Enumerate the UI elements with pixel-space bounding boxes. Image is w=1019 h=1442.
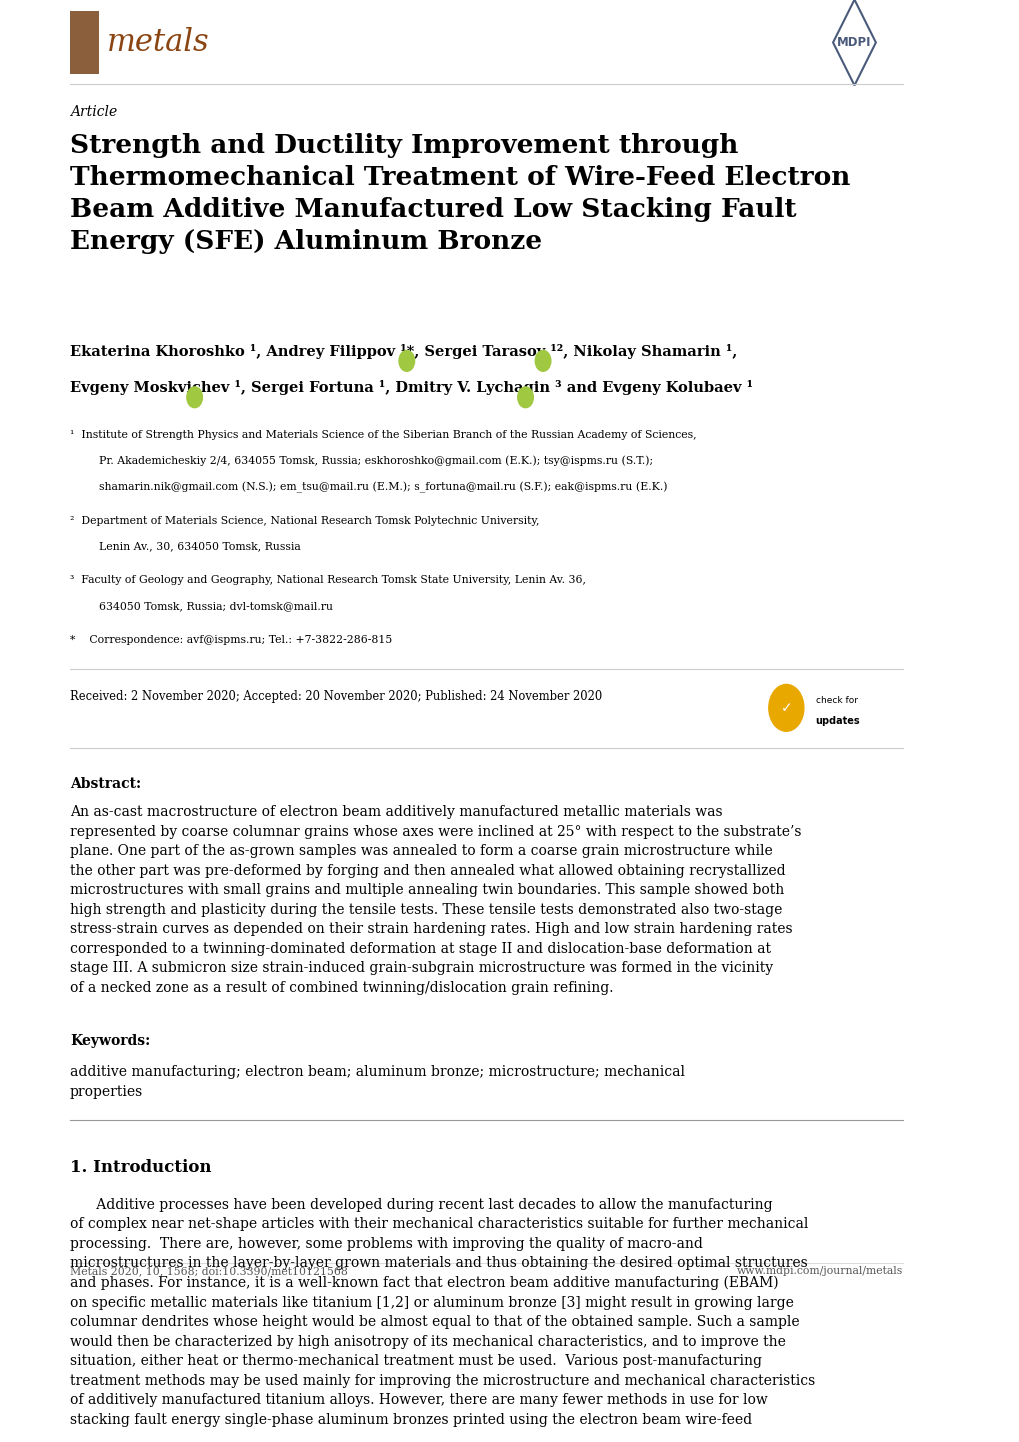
Circle shape [398,350,414,371]
Circle shape [518,386,533,408]
Text: additive manufacturing; electron beam; aluminum bronze; microstructure; mechanic: additive manufacturing; electron beam; a… [70,1066,685,1099]
Text: *    Correspondence: avf@ispms.ru; Tel.: +7-3822-286-815: * Correspondence: avf@ispms.ru; Tel.: +7… [70,634,392,645]
Text: shamarin.nik@gmail.com (N.S.); em_tsu@mail.ru (E.M.); s_fortuna@mail.ru (S.F.); : shamarin.nik@gmail.com (N.S.); em_tsu@ma… [99,482,667,493]
Text: Lenin Av., 30, 634050 Tomsk, Russia: Lenin Av., 30, 634050 Tomsk, Russia [99,542,301,551]
Text: Ekaterina Khoroshko ¹, Andrey Filippov ¹*, Sergei Tarasov ¹², Nikolay Shamarin ¹: Ekaterina Khoroshko ¹, Andrey Filippov ¹… [70,345,737,359]
Text: check for: check for [815,695,857,705]
Text: MDPI: MDPI [837,36,871,49]
Text: metals: metals [107,27,210,58]
Text: 1. Introduction: 1. Introduction [70,1159,211,1175]
Text: Strength and Ductility Improvement through
Thermomechanical Treatment of Wire-Fe: Strength and Ductility Improvement throu… [70,134,850,254]
Text: Abstract:: Abstract: [70,777,141,790]
Text: 634050 Tomsk, Russia; dvl-tomsk@mail.ru: 634050 Tomsk, Russia; dvl-tomsk@mail.ru [99,601,333,611]
Text: ✓: ✓ [780,701,792,715]
Text: Additive processes have been developed during recent last decades to allow the m: Additive processes have been developed d… [70,1198,814,1428]
Text: Keywords:: Keywords: [70,1034,150,1048]
Text: Article: Article [70,105,117,118]
Text: ¹  Institute of Strength Physics and Materials Science of the Siberian Branch of: ¹ Institute of Strength Physics and Mate… [70,430,696,440]
Text: An as-cast macrostructure of electron beam additively manufactured metallic mate: An as-cast macrostructure of electron be… [70,805,801,995]
Text: ³  Faculty of Geology and Geography, National Research Tomsk State University, L: ³ Faculty of Geology and Geography, Nati… [70,575,586,585]
Circle shape [186,386,202,408]
Text: Pr. Akademicheskiy 2/4, 634055 Tomsk, Russia; eskhoroshko@gmail.com (E.K.); tsy@: Pr. Akademicheskiy 2/4, 634055 Tomsk, Ru… [99,456,653,466]
Text: Received: 2 November 2020; Accepted: 20 November 2020; Published: 24 November 20: Received: 2 November 2020; Accepted: 20 … [70,689,602,702]
Circle shape [768,685,803,731]
Text: Metals 2020, 10, 1568; doi:10.3390/met10121568: Metals 2020, 10, 1568; doi:10.3390/met10… [70,1266,347,1276]
Text: www.mdpi.com/journal/metals: www.mdpi.com/journal/metals [736,1266,902,1276]
Text: Evgeny Moskvichev ¹, Sergei Fortuna ¹, Dmitry V. Lychagin ³ and Evgeny Kolubaev : Evgeny Moskvichev ¹, Sergei Fortuna ¹, D… [70,381,752,395]
Text: updates: updates [815,715,859,725]
Text: ²  Department of Materials Science, National Research Tomsk Polytechnic Universi: ² Department of Materials Science, Natio… [70,516,539,525]
Circle shape [535,350,550,371]
FancyBboxPatch shape [70,12,99,74]
